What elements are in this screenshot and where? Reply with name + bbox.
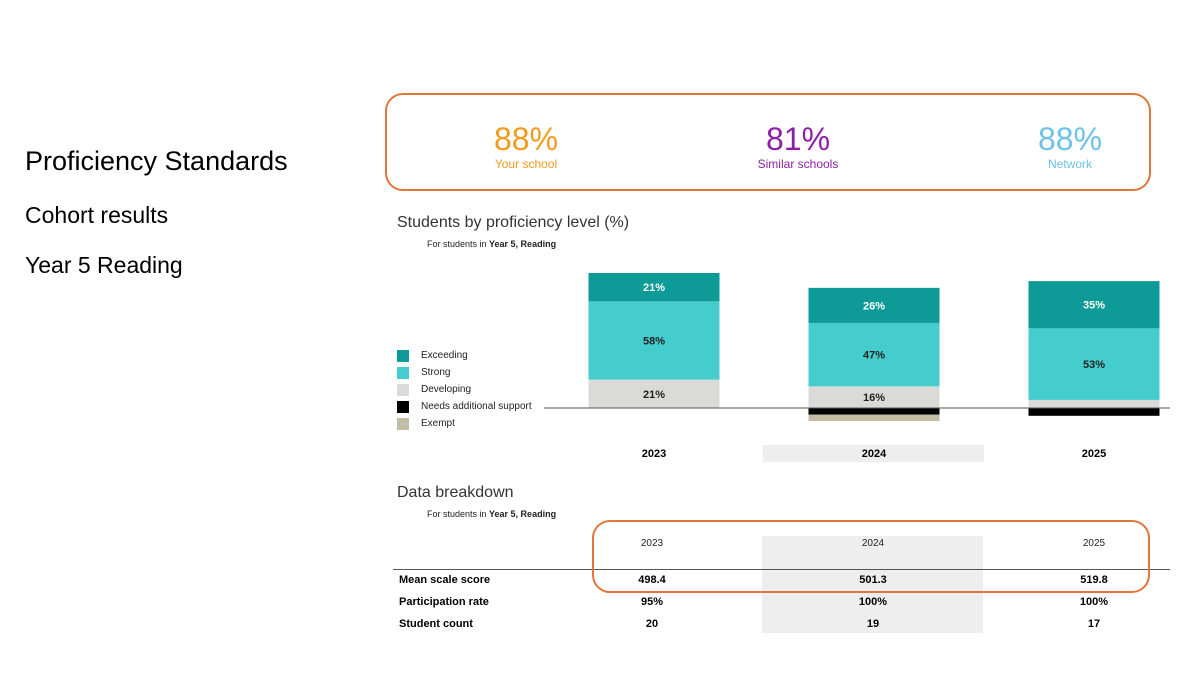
bar-value-label: 21% xyxy=(643,389,665,401)
bar-segment-needs-additional-support xyxy=(1028,408,1160,416)
breakdown-title: Data breakdown xyxy=(397,484,514,501)
bar-value-label: 47% xyxy=(863,350,885,362)
chart-legend: Exceeding Strong Developing Needs additi… xyxy=(397,347,532,432)
bar-value-label: 35% xyxy=(1083,300,1105,312)
x-axis-tick-label: 2024 xyxy=(862,448,887,460)
bar-segment-strong xyxy=(808,322,940,387)
table-cell: 100% xyxy=(1079,596,1109,608)
legend-swatch xyxy=(397,366,409,379)
legend-item-developing: Developing xyxy=(397,381,532,398)
table-cell: 19 xyxy=(866,618,880,630)
year-label-highlight xyxy=(763,445,984,462)
kpi-label: Your school xyxy=(494,157,558,171)
legend-swatch xyxy=(397,349,409,362)
bar-value-label: 58% xyxy=(643,336,665,348)
legend-swatch xyxy=(397,400,409,413)
legend-label: Exempt xyxy=(421,418,455,429)
bar-segment-needs-additional-support xyxy=(808,408,940,415)
table-row-label: Student count xyxy=(399,618,473,630)
legend-swatch xyxy=(397,383,409,396)
bar-segment-exceeding xyxy=(1028,281,1160,329)
table-header-divider xyxy=(393,569,1170,570)
kpi-label: Network xyxy=(1047,157,1092,171)
kpi-your-school: 88% Your school xyxy=(436,121,616,171)
table-cell: 501.3 xyxy=(859,574,887,586)
page-subtitle: Cohort results xyxy=(25,202,169,228)
legend-item-exceeding: Exceeding xyxy=(397,347,532,364)
kpi-value: 81% xyxy=(765,121,831,157)
table-row-label: Mean scale score xyxy=(399,574,491,586)
bar-segment-developing xyxy=(808,386,940,408)
bar-segment-exceeding xyxy=(808,287,940,323)
bar-value-label: 21% xyxy=(643,282,665,294)
table-header-2025: 2025 xyxy=(1082,538,1106,549)
table-row-label: Participation rate xyxy=(399,596,489,608)
bar-value-label: 16% xyxy=(863,392,885,404)
table-highlight-box xyxy=(592,520,1150,593)
breakdown-subtitle: For students in Year 5, Reading xyxy=(427,509,556,519)
legend-item-needs-support: Needs additional support xyxy=(397,398,532,415)
table-header-2024: 2024 xyxy=(861,538,885,549)
kpi-network: 88% Network xyxy=(980,121,1160,171)
bar-segment-exempt xyxy=(808,414,940,421)
legend-item-strong: Strong xyxy=(397,364,532,381)
x-axis-tick-label: 2023 xyxy=(642,448,666,460)
bar-segment-exceeding xyxy=(588,273,720,302)
chart-title: Students by proficiency level (%) xyxy=(397,214,630,231)
table-cell: 20 xyxy=(645,618,659,630)
kpi-similar-schools: 81% Similar schools xyxy=(708,121,888,171)
legend-label: Developing xyxy=(421,384,472,395)
kpi-value: 88% xyxy=(493,121,559,157)
x-axis-tick-label: 2025 xyxy=(1082,448,1106,460)
bar-segment-strong xyxy=(588,301,720,380)
proficiency-bar-chart: 21% 58% 21% 2023 16% 47% 26% 2024 53% 35% 2025 xyxy=(544,273,1170,462)
legend-label: Exceeding xyxy=(421,350,468,361)
kpi-label: Similar schools xyxy=(757,157,839,171)
table-header-2023: 2023 xyxy=(640,538,664,549)
table-cell: 519.8 xyxy=(1080,574,1108,586)
chart-subtitle-bold: Year 5, Reading xyxy=(489,239,557,249)
legend-swatch xyxy=(397,417,409,430)
table-column-highlight xyxy=(762,536,983,633)
breakdown-subtitle-bold: Year 5, Reading xyxy=(489,509,557,519)
table-cell: 100% xyxy=(858,596,888,608)
bar-value-label: 53% xyxy=(1083,359,1105,371)
kpi-value: 88% xyxy=(1037,121,1103,157)
bar-segment-developing xyxy=(1028,399,1160,408)
kpi-highlight-box xyxy=(385,93,1151,191)
bar-value-label: 26% xyxy=(863,300,885,312)
bar-segment-developing xyxy=(588,379,720,408)
chart-subtitle: For students in Year 5, Reading xyxy=(427,239,556,249)
page-title: Proficiency Standards xyxy=(25,146,288,176)
breakdown-subtitle-prefix: For students in xyxy=(427,509,490,519)
context-label: Year 5 Reading xyxy=(25,252,183,278)
bar-segment-strong xyxy=(1028,328,1160,400)
legend-item-exempt: Exempt xyxy=(397,415,532,432)
table-cell: 17 xyxy=(1087,618,1101,630)
table-cell: 498.4 xyxy=(638,574,666,586)
legend-label: Needs additional support xyxy=(421,401,532,412)
legend-label: Strong xyxy=(421,367,451,378)
table-cell: 95% xyxy=(640,596,664,608)
chart-subtitle-prefix: For students in xyxy=(427,239,490,249)
